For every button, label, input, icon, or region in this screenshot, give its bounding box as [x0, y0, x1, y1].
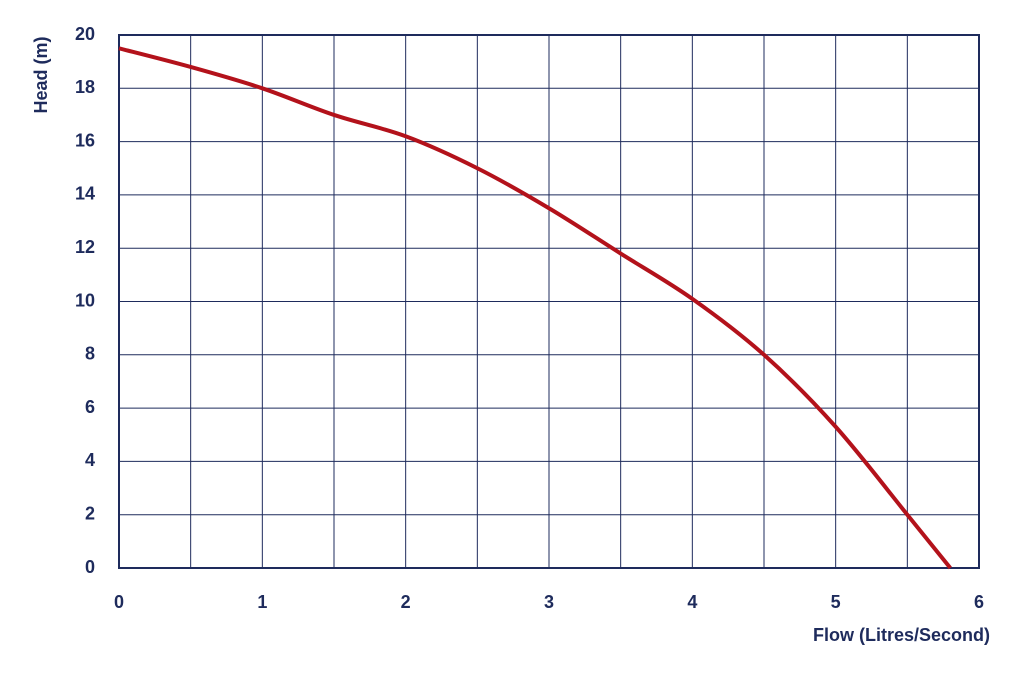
- y-tick-label: 20: [75, 24, 95, 44]
- y-tick-label: 10: [75, 290, 95, 310]
- y-tick-label: 16: [75, 130, 95, 150]
- y-tick-label: 8: [85, 344, 95, 364]
- y-tick-label: 0: [85, 557, 95, 577]
- x-tick-label: 3: [544, 592, 554, 612]
- x-tick-label: 6: [974, 592, 984, 612]
- x-axis-label: Flow (Litres/Second): [813, 625, 990, 645]
- y-tick-label: 14: [75, 184, 95, 204]
- curve: [118, 46, 952, 570]
- x-tick-label: 2: [401, 592, 411, 612]
- plot-frame: [118, 34, 980, 569]
- x-tick-label: 4: [687, 592, 697, 612]
- y-tick-label: 4: [85, 450, 95, 470]
- y-tick-label: 6: [85, 397, 95, 417]
- x-tick-label: 5: [831, 592, 841, 612]
- y-tick-label: 2: [85, 503, 95, 523]
- x-tick-label: 0: [114, 592, 124, 612]
- y-tick-label: 12: [75, 237, 95, 257]
- y-tick-label: 18: [75, 77, 95, 97]
- y-axis-label: Head (m): [31, 36, 51, 113]
- x-tick-label: 1: [257, 592, 267, 612]
